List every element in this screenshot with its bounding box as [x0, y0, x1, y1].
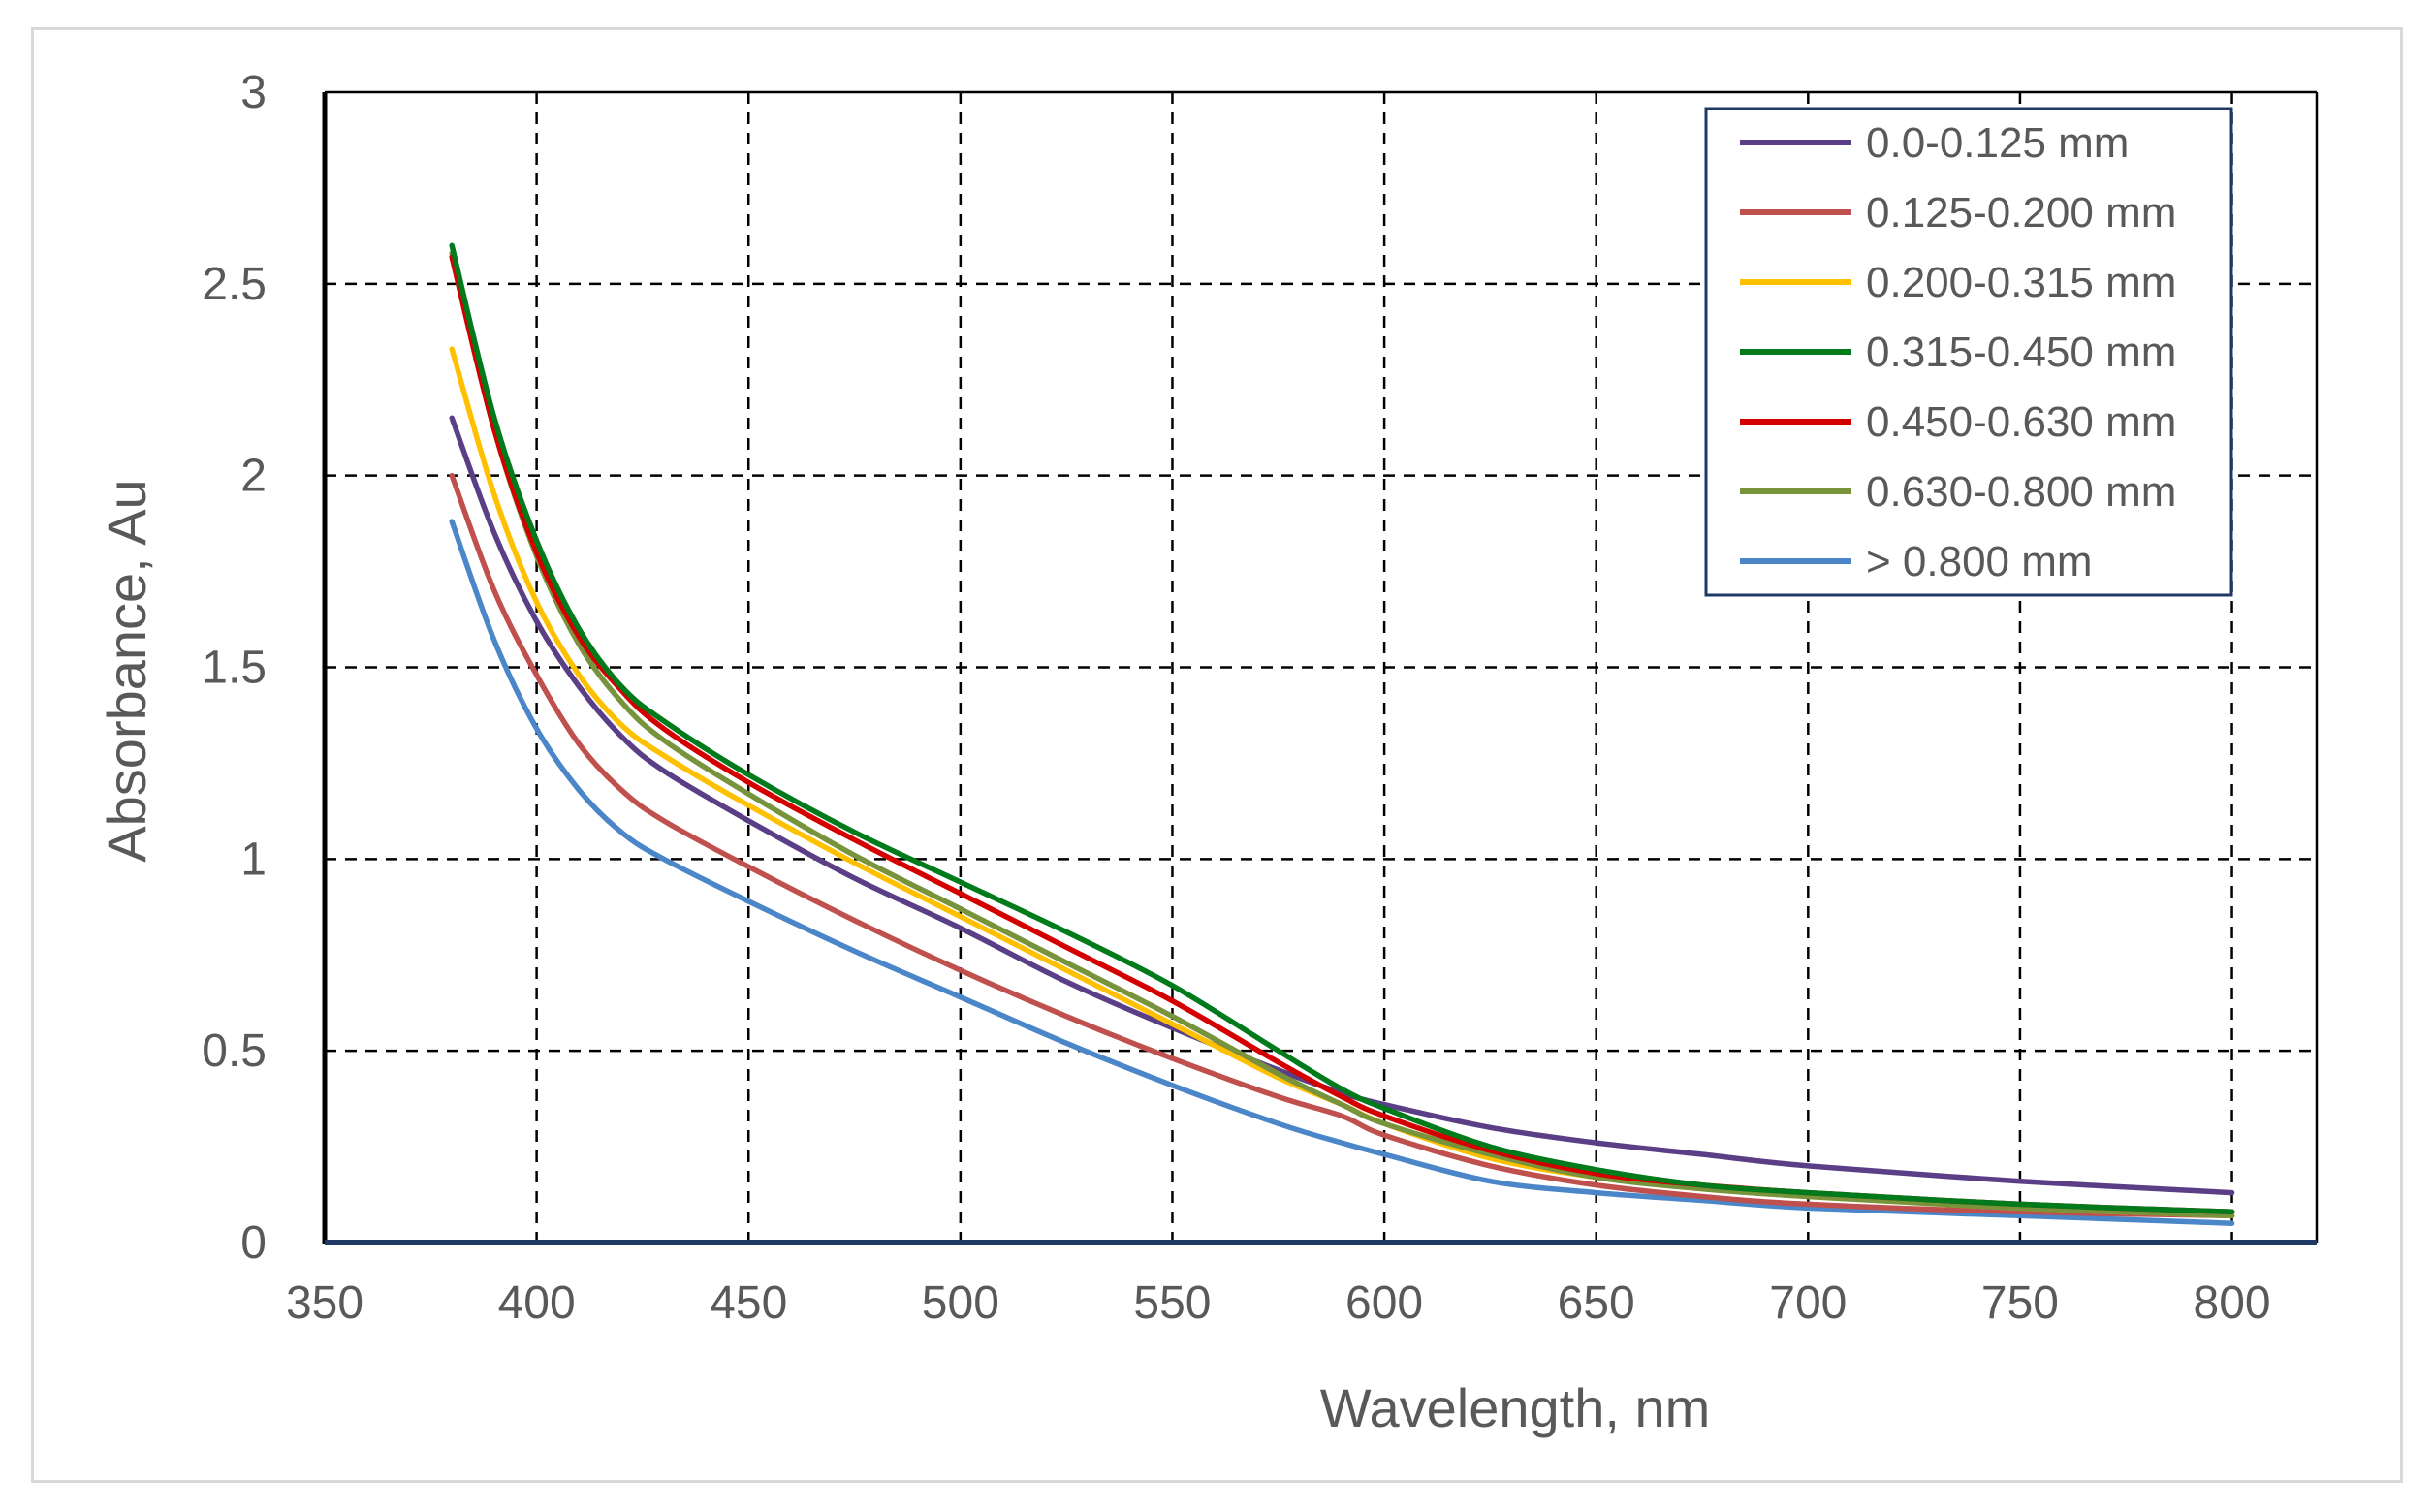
series-line-0 [449, 415, 2235, 1196]
y-tick-label: 0.5 [202, 1025, 267, 1077]
y-axis-title: Absorbance, Au [96, 479, 157, 862]
x-tick-label: 700 [1769, 1277, 1847, 1329]
series-line-6 [449, 519, 2235, 1226]
series-layer [449, 242, 2235, 1226]
legend-label: 0.630-0.800 mm [1866, 468, 2176, 516]
y-tick-label: 3 [240, 67, 267, 118]
legend-label: 0.125-0.200 mm [1866, 189, 2176, 236]
y-tick-label: 1 [240, 834, 267, 885]
axis-layer [322, 92, 2317, 1245]
y-tick-label: 2 [240, 451, 267, 502]
tick-layer: 350 400 450 500 550 600 650 700 750 800 0 0.5 1 1.5 2 2… [202, 67, 2270, 1329]
legend-label: 0.450-0.630 mm [1866, 398, 2176, 446]
x-tick-label: 350 [286, 1277, 364, 1329]
legend: 0.0-0.125 mm 0.125-0.200 mm 0.200-0.315 mm… [1704, 107, 2233, 597]
legend-label: > 0.800 mm [1866, 538, 2093, 585]
series-line-3 [449, 242, 2235, 1215]
x-tick-label: 800 [2194, 1277, 2271, 1329]
x-tick-label: 750 [1981, 1277, 2059, 1329]
legend-label: 0.0-0.125 mm [1866, 119, 2129, 167]
x-tick-label: 550 [1133, 1277, 1211, 1329]
x-tick-label: 400 [498, 1277, 576, 1329]
x-tick-label: 600 [1345, 1277, 1423, 1329]
x-tick-label: 650 [1558, 1277, 1635, 1329]
legend-label: 0.315-0.450 mm [1866, 329, 2176, 376]
series-line-5 [449, 250, 2235, 1219]
y-tick-label: 2.5 [202, 259, 267, 310]
y-tick-label: 0 [240, 1217, 267, 1269]
x-tick-label: 500 [922, 1277, 999, 1329]
x-tick-label: 450 [710, 1277, 787, 1329]
x-axis-title: Wavelength, nm [1320, 1377, 1711, 1438]
y-tick-label: 1.5 [202, 643, 267, 694]
legend-label: 0.200-0.315 mm [1866, 259, 2176, 306]
series-line-1 [449, 472, 2235, 1219]
